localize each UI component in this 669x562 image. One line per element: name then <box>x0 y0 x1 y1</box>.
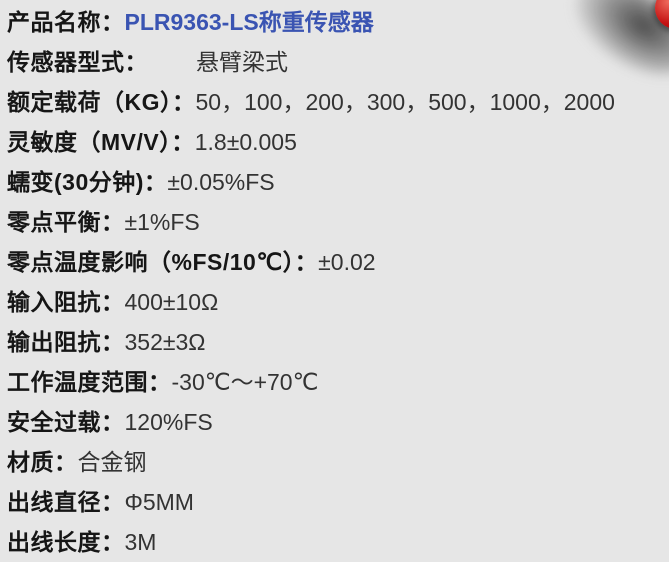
sensor-type-value: 悬臂梁式 <box>196 49 288 75</box>
safe-overload-label: 安全过载： <box>7 409 125 435</box>
spec-row-operating-temp-range: 工作温度范围：-30℃～+70℃ <box>7 362 669 402</box>
cable-length-label: 出线长度： <box>7 529 125 555</box>
spec-row-zero-balance: 零点平衡：±1%FS <box>7 202 669 242</box>
output-impedance-label: 输出阻抗： <box>7 329 125 355</box>
spec-row-input-impedance: 输入阻抗：400±10Ω <box>7 282 669 322</box>
zero-temp-effect-value: ±0.02 <box>318 249 376 275</box>
spec-row-safe-overload: 安全过载：120%FS <box>7 402 669 442</box>
zero-temp-effect-label: 零点温度影响（%FS/10℃）： <box>7 249 319 275</box>
product-name-value: PLR9363-LS称重传感器 <box>124 9 374 35</box>
creep-label: 蠕变(30分钟)： <box>7 169 168 195</box>
operating-temp-range-value: -30℃～+70℃ <box>171 369 319 395</box>
sensitivity-value: 1.8±0.005 <box>194 129 297 155</box>
spec-row-sensor-type: 传感器型式： 悬臂梁式 <box>7 42 669 82</box>
output-impedance-value: 352±3Ω <box>124 329 206 355</box>
cable-diameter-label: 出线直径： <box>7 489 125 515</box>
spec-row-creep: 蠕变(30分钟)：±0.05%FS <box>7 162 669 202</box>
material-label: 材质： <box>7 449 78 475</box>
spec-row-material: 材质：合金钢 <box>7 442 669 482</box>
spec-row-sensitivity: 灵敏度（MV/V）：1.8±0.005 <box>7 122 669 162</box>
cable-diameter-value: Φ5MM <box>124 489 194 515</box>
material-value: 合金钢 <box>77 449 147 475</box>
product-name-label: 产品名称： <box>7 9 125 35</box>
spec-row-rated-load: 额定载荷（KG）：50，100，200，300，500，1000，2000 <box>7 82 669 122</box>
cable-length-value: 3M <box>124 529 157 555</box>
zero-balance-value: ±1%FS <box>124 209 200 235</box>
spec-row-zero-temp-effect: 零点温度影响（%FS/10℃）：±0.02 <box>7 242 669 282</box>
zero-balance-label: 零点平衡： <box>7 209 125 235</box>
input-impedance-value: 400±10Ω <box>124 289 219 315</box>
spec-row-cable-diameter: 出线直径：Φ5MM <box>7 482 669 522</box>
spec-row-output-impedance: 输出阻抗：352±3Ω <box>7 322 669 362</box>
input-impedance-label: 输入阻抗： <box>7 289 125 315</box>
safe-overload-value: 120%FS <box>124 409 213 435</box>
sensor-type-label: 传感器型式： <box>7 49 148 75</box>
spec-row-cable-length: 出线长度：3M <box>7 522 669 562</box>
operating-temp-range-label: 工作温度范围： <box>7 369 172 395</box>
rated-load-label: 额定载荷（KG）： <box>7 89 196 115</box>
rated-load-value: 50，100，200，300，500，1000，2000 <box>195 89 615 115</box>
creep-value: ±0.05%FS <box>167 169 275 195</box>
spec-row-product-name: 产品名称：PLR9363-LS称重传感器 <box>7 2 669 42</box>
sensitivity-label: 灵敏度（MV/V）： <box>7 129 195 155</box>
